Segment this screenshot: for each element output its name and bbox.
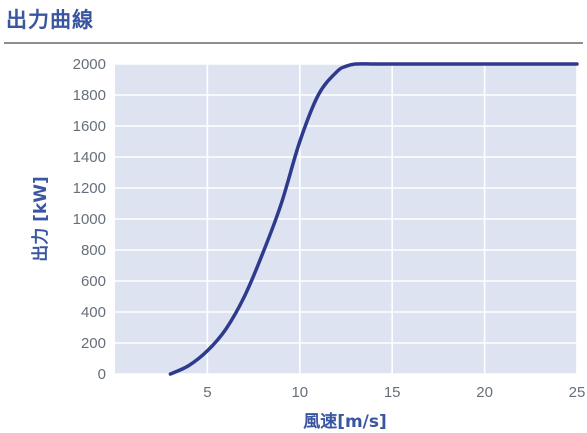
y-tick-label: 1600 bbox=[73, 118, 106, 135]
y-tick-label: 400 bbox=[81, 304, 106, 321]
y-tick-label: 600 bbox=[81, 273, 106, 290]
y-tick-label: 0 bbox=[98, 366, 106, 383]
series-line bbox=[168, 62, 579, 376]
title-divider bbox=[4, 42, 583, 44]
y-axis-label: 出力 [kW] bbox=[30, 176, 51, 262]
y-tick-label: 200 bbox=[81, 335, 106, 352]
y-tick-label: 1000 bbox=[73, 211, 106, 228]
x-axis-label: 風速[m/s] bbox=[303, 411, 387, 432]
x-tick-labels: 5 10 15 20 25 bbox=[203, 384, 585, 401]
y-tick-label: 1200 bbox=[73, 180, 106, 197]
x-tick-label: 10 bbox=[291, 384, 308, 401]
y-tick-label: 2000 bbox=[73, 56, 106, 73]
x-tick-label: 5 bbox=[203, 384, 211, 401]
y-tick-label: 800 bbox=[81, 242, 106, 259]
x-tick-label: 20 bbox=[476, 384, 493, 401]
y-tick-label: 1800 bbox=[73, 87, 106, 104]
x-tick-label: 15 bbox=[384, 384, 401, 401]
y-tick-labels: 0 200 400 600 800 1000 1200 1400 1600 1800 2000 bbox=[73, 56, 106, 383]
x-tick-label: 25 bbox=[569, 384, 586, 401]
y-tick-label: 1400 bbox=[73, 149, 106, 166]
page-title: 出力曲線 bbox=[6, 8, 94, 32]
grid bbox=[115, 63, 578, 375]
